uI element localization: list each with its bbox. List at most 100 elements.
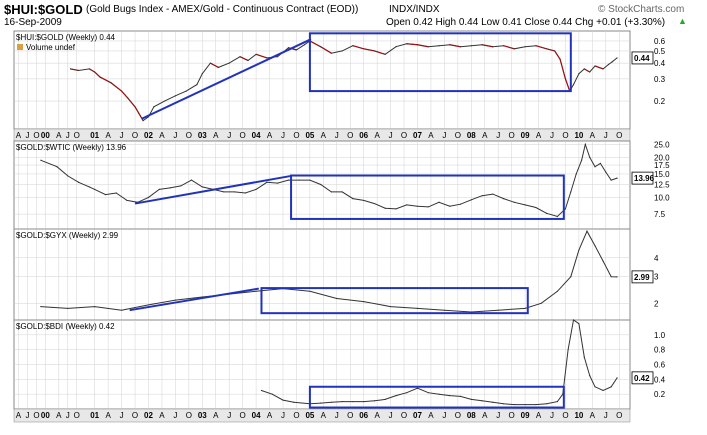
panel1-down-segment [89, 68, 96, 73]
panel4-title: $GOLD:$BDI (Weekly) 0.42 [16, 322, 115, 331]
panel1-point-49 [524, 46, 526, 48]
panel1-xaxis-tick-label-2: O [33, 131, 39, 140]
panel1-point-57 [578, 73, 580, 75]
panel2-point-38 [449, 205, 451, 207]
panel2-ytick-1: 10.0 [654, 193, 670, 202]
date-label: 16-Sep-2009 [4, 17, 62, 28]
panel3-point-17 [497, 309, 499, 311]
panel4-xaxis-tick-label-30: O [401, 411, 407, 420]
panel1-point-64 [616, 57, 618, 59]
panel1-point-14 [174, 95, 176, 97]
panel2-point-25 [309, 179, 311, 181]
panel4-xaxis-tick-label-16: A [213, 411, 219, 420]
panel2 [13, 140, 654, 230]
panel3-title: $GOLD:$GYX (Weekly) 2.99 [16, 231, 119, 240]
panel4-xaxis-tick-label-43: 10 [574, 411, 583, 420]
panel1-legend-swatch [17, 44, 23, 50]
panel4-xaxis-tick-label-42: O [562, 411, 568, 420]
panel1-point-40 [427, 46, 429, 48]
panel4-xaxis-tick-label-37: J [496, 411, 500, 420]
panel4-point-6 [330, 401, 333, 403]
panel1-point-45 [481, 44, 483, 46]
panel1-down-segment [210, 62, 219, 68]
panel4-point-13 [406, 392, 408, 394]
panel1-down-segment [121, 90, 129, 99]
panel1-xaxis-tick-label-8: A [105, 131, 111, 140]
panel4-point-21 [492, 401, 494, 403]
panel2-ytick-0: 7.5 [654, 210, 666, 219]
panel4-ytick-3: 0.8 [654, 346, 666, 355]
panel4-point-31 [578, 323, 580, 325]
panel3-trendline [129, 287, 259, 312]
panel4-point-9 [363, 400, 365, 403]
panel1-xaxis-tick-label-33: J [442, 131, 446, 140]
panel3-point-15 [443, 309, 445, 311]
panel2-point-33 [395, 208, 397, 210]
panel1-xaxis-tick-label-19: 04 [252, 131, 261, 140]
panel2-point-36 [427, 206, 429, 208]
panel2-point-0 [40, 159, 42, 161]
panel1-point-30 [320, 46, 322, 48]
panel2-point-44 [513, 201, 515, 203]
panel1-down-segment [70, 68, 79, 72]
panel3-ytick-2: 4 [654, 254, 659, 263]
panel4-xaxis-tick-label-41: J [550, 411, 554, 420]
panel4-point-33 [589, 375, 591, 377]
panel4-xaxis-tick-label-38: O [509, 411, 515, 420]
panel4-xaxis-tick-label-3: 00 [41, 411, 50, 420]
panel4-xaxis-tick-label-19: 04 [252, 411, 261, 420]
panel4-point-8 [352, 400, 354, 403]
panel2-point-30 [363, 199, 365, 202]
panel1-xaxis-tick-label-3: 00 [41, 131, 50, 140]
panel1-point-63 [611, 61, 613, 63]
panel4-point-36 [610, 386, 612, 388]
panel3-point-25 [602, 260, 604, 262]
panel1-xaxis-tick-label-4: A [56, 131, 62, 140]
panel3-point-3 [120, 309, 123, 311]
panel3-point-12 [363, 301, 365, 303]
panel1-xaxis-tick-label-31: 07 [413, 131, 422, 140]
panel1-down-segment [583, 68, 590, 73]
panel1-down-segment [374, 50, 386, 55]
exchange-label: INDX/INDX [389, 4, 440, 15]
panel1-point-21 [239, 56, 241, 58]
panel1-ytick-0: 0.2 [654, 97, 666, 106]
symbol-title: $HUI:$GOLD [4, 2, 83, 17]
panel3-point-4 [147, 304, 150, 306]
panel4-xaxis-tick-label-17: J [227, 411, 231, 420]
panel1-down-segment [546, 48, 555, 52]
panel3-last-value: 2.99 [634, 273, 650, 282]
panel1-down-segment [594, 65, 604, 70]
panel1-point-36 [384, 53, 386, 55]
panel1-point-15 [185, 90, 187, 92]
panel1-xaxis-tick-label-11: 02 [144, 131, 153, 140]
panel3-point-0 [40, 306, 42, 308]
panel2-point-54 [589, 156, 591, 158]
panel4-point-5 [320, 402, 322, 404]
panel2-point-11 [158, 188, 160, 190]
panel3-point-20 [556, 290, 558, 292]
panel3-ytick-0: 2 [654, 299, 659, 308]
panel1-point-54 [564, 78, 567, 80]
panel2-ytick-4: 17.5 [654, 161, 670, 170]
panel4-point-25 [535, 403, 537, 406]
panel1-point-16 [196, 84, 198, 86]
panel1 [13, 30, 654, 130]
panel1-point-5 [110, 82, 112, 84]
panel1-xaxis-tick-label-16: A [213, 131, 219, 140]
panel2-point-29 [352, 198, 354, 200]
panel2-point-45 [524, 204, 526, 206]
panel1-down-segment [559, 59, 567, 80]
panel3-ytick-1: 3 [654, 273, 659, 282]
panel4-point-34 [594, 386, 596, 388]
panel4-xaxis-tick-label-31: 07 [413, 411, 422, 420]
panel1-point-24 [266, 57, 268, 59]
panel1-point-7 [127, 97, 129, 99]
panel2-last-value-box [631, 171, 654, 185]
panel2-point-26 [320, 183, 322, 186]
panel1-xaxis-tick-label-40: A [536, 131, 542, 140]
panel3-point-2 [94, 306, 96, 308]
panel2-point-4 [88, 186, 90, 188]
panel2-point-35 [416, 205, 419, 207]
panel1-point-42 [449, 44, 451, 46]
